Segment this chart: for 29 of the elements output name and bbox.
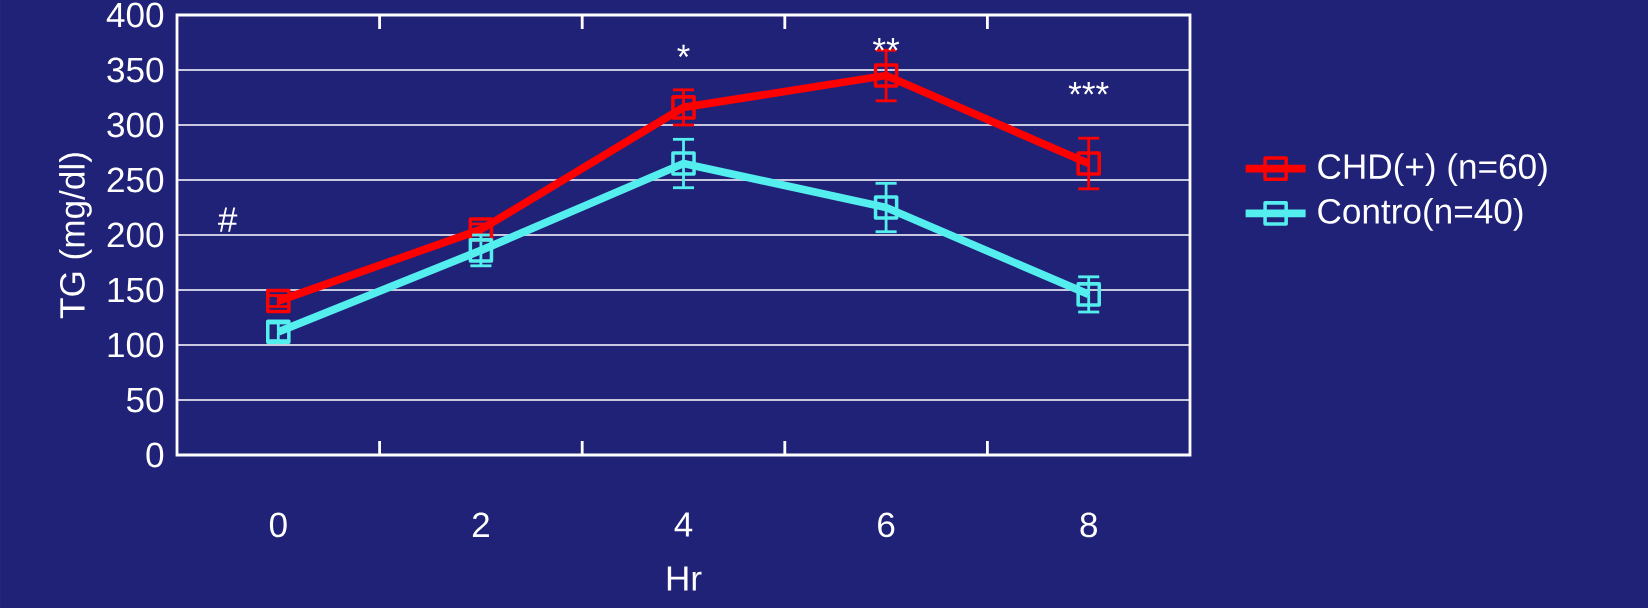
point xyxy=(873,63,899,88)
annotation: # xyxy=(218,207,238,232)
annotation: * xyxy=(677,44,690,58)
x-tick-label: 2 xyxy=(472,512,489,537)
point xyxy=(266,288,291,314)
point xyxy=(873,195,899,220)
y-axis-title: TG (mg/dl) xyxy=(59,153,92,319)
point xyxy=(1076,282,1101,307)
point xyxy=(1076,151,1101,176)
legend-label: Contro(n=40) xyxy=(1318,198,1523,231)
y-tick-label: 150 xyxy=(108,277,164,303)
y-tick-label: 200 xyxy=(107,222,164,248)
x-tick-label: 8 xyxy=(1080,512,1097,538)
x-tick-label: 4 xyxy=(674,512,693,537)
y-tick-label: 0 xyxy=(146,442,164,468)
x-tick-label: 6 xyxy=(878,512,895,538)
x-axis-title: Hr xyxy=(667,566,702,591)
annotation: ** xyxy=(872,38,900,51)
point xyxy=(671,95,696,120)
y-tick-label: 300 xyxy=(107,112,164,138)
y-tick-label: 250 xyxy=(107,167,164,193)
y-tick-label: 350 xyxy=(107,57,164,83)
x-tick-label: 0 xyxy=(269,512,287,538)
annotation: *** xyxy=(1068,82,1109,95)
y-tick-label: 50 xyxy=(126,387,164,413)
y-tick-label: 400 xyxy=(106,2,164,28)
point xyxy=(671,151,696,176)
y-tick-label: 100 xyxy=(108,332,164,358)
legend-label: CHD(+) (n=60) xyxy=(1318,153,1547,186)
